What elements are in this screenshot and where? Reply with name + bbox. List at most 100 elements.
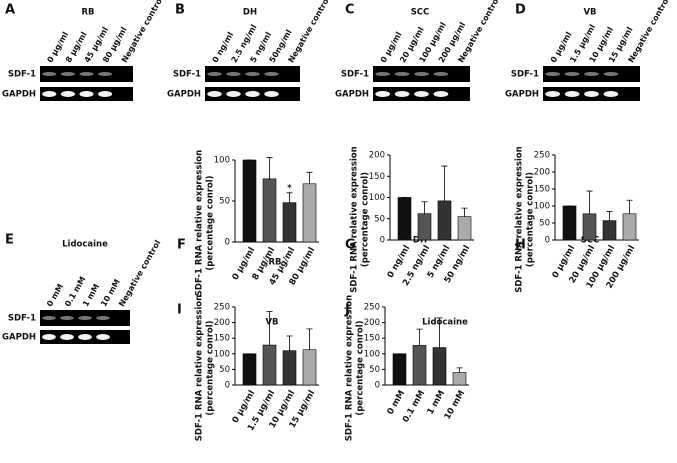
- y-tick-label: 100: [364, 349, 380, 359]
- y-tick-label: 200: [364, 318, 380, 328]
- y-tick-label: 0: [375, 381, 380, 391]
- band: [564, 72, 580, 76]
- bar: [302, 349, 317, 386]
- bar: [417, 213, 432, 241]
- row-label: SDF-1: [511, 70, 539, 80]
- band: [60, 72, 75, 76]
- band: [264, 72, 279, 76]
- row-label: GAPDH: [505, 90, 539, 100]
- band: [42, 316, 56, 320]
- band: [264, 91, 279, 97]
- bar: [457, 216, 472, 241]
- error-bar: [306, 171, 313, 184]
- y-tick-label: 150: [534, 185, 550, 195]
- bar: [302, 183, 317, 243]
- panel-letter: F: [177, 238, 186, 253]
- error-bar: [306, 328, 313, 350]
- error-bar: [586, 190, 593, 214]
- band: [226, 91, 241, 97]
- band: [603, 72, 619, 76]
- band: [98, 72, 113, 76]
- band: [564, 91, 580, 97]
- row-label: SDF-1: [8, 314, 36, 324]
- band: [245, 72, 260, 76]
- error-bar: [436, 317, 443, 348]
- band: [42, 334, 56, 340]
- bar: [242, 159, 257, 243]
- gel-title: DH: [243, 8, 257, 18]
- panel-letter: C: [345, 3, 355, 18]
- band: [603, 91, 619, 97]
- band: [42, 91, 57, 97]
- bar: [562, 205, 577, 241]
- y-tick-label: 50: [369, 365, 380, 375]
- bar: [622, 213, 637, 241]
- panel-letter: H: [515, 238, 526, 253]
- error-bar: [286, 335, 293, 351]
- error-bar: [421, 201, 428, 214]
- band: [433, 91, 449, 97]
- panel-letter: B: [175, 3, 185, 18]
- band: [584, 91, 599, 97]
- error-bar: [606, 211, 613, 221]
- y-tick-label: 50: [219, 197, 230, 207]
- y-tick-label: 250: [534, 151, 550, 161]
- error-bar: [266, 310, 273, 346]
- band: [78, 334, 92, 340]
- annotation: *: [287, 183, 292, 193]
- bar: [397, 197, 412, 241]
- band: [60, 334, 74, 340]
- band: [226, 72, 241, 76]
- error-bar: [441, 165, 448, 201]
- y-tick-label: 0: [225, 381, 230, 391]
- y-axis-label: (percentage conrol): [361, 172, 371, 267]
- y-axis-label: SDF-1 RNA relative expression: [195, 295, 205, 441]
- bar: [242, 353, 257, 386]
- error-bar: [626, 199, 633, 214]
- y-axis-label: (percentage conrol): [206, 175, 216, 270]
- gel-title: RB: [81, 8, 94, 18]
- lane-label: Negative control: [117, 238, 163, 308]
- row-label: GAPDH: [2, 333, 36, 343]
- panel-letter: I: [177, 303, 182, 318]
- band: [414, 91, 429, 97]
- error-bar: [456, 367, 463, 373]
- band: [60, 316, 74, 320]
- bar: [392, 353, 407, 386]
- bar: [437, 200, 452, 241]
- bar: [282, 350, 297, 386]
- y-axis-label: (percentage conrol): [526, 172, 536, 267]
- y-tick-label: 100: [534, 202, 550, 212]
- band: [545, 91, 561, 97]
- y-tick-label: 100: [214, 349, 230, 359]
- row-label: GAPDH: [335, 90, 369, 100]
- band: [207, 72, 222, 76]
- band: [79, 72, 94, 76]
- band: [394, 72, 410, 76]
- row-label: SDF-1: [341, 70, 369, 80]
- y-tick-label: 100: [369, 193, 385, 203]
- y-axis-label: (percentage conrol): [206, 320, 216, 415]
- bar: [412, 345, 427, 386]
- band: [98, 91, 113, 97]
- y-tick-label: 0: [225, 238, 230, 248]
- chart-title: VB: [265, 318, 278, 328]
- y-axis-label: SDF-1 RNA relative expression: [195, 150, 205, 296]
- error-bar: [266, 157, 273, 179]
- band: [96, 334, 110, 340]
- band: [584, 72, 599, 76]
- y-tick-label: 50: [219, 365, 230, 375]
- chart-title: RB: [268, 258, 281, 268]
- y-tick-label: 50: [374, 214, 385, 224]
- y-axis-label: SDF-1 RNA relative expression: [515, 146, 525, 292]
- y-tick-label: 250: [364, 303, 380, 313]
- bar: [282, 202, 297, 243]
- gel-title: VB: [583, 8, 596, 18]
- band: [375, 91, 391, 97]
- panel-letter: J: [344, 303, 350, 318]
- y-axis-label: SDF-1 RNA relative expression: [345, 295, 355, 441]
- y-tick-label: 150: [369, 172, 385, 182]
- y-tick-label: 200: [214, 318, 230, 328]
- bar: [262, 178, 277, 243]
- y-tick-label: 250: [214, 303, 230, 313]
